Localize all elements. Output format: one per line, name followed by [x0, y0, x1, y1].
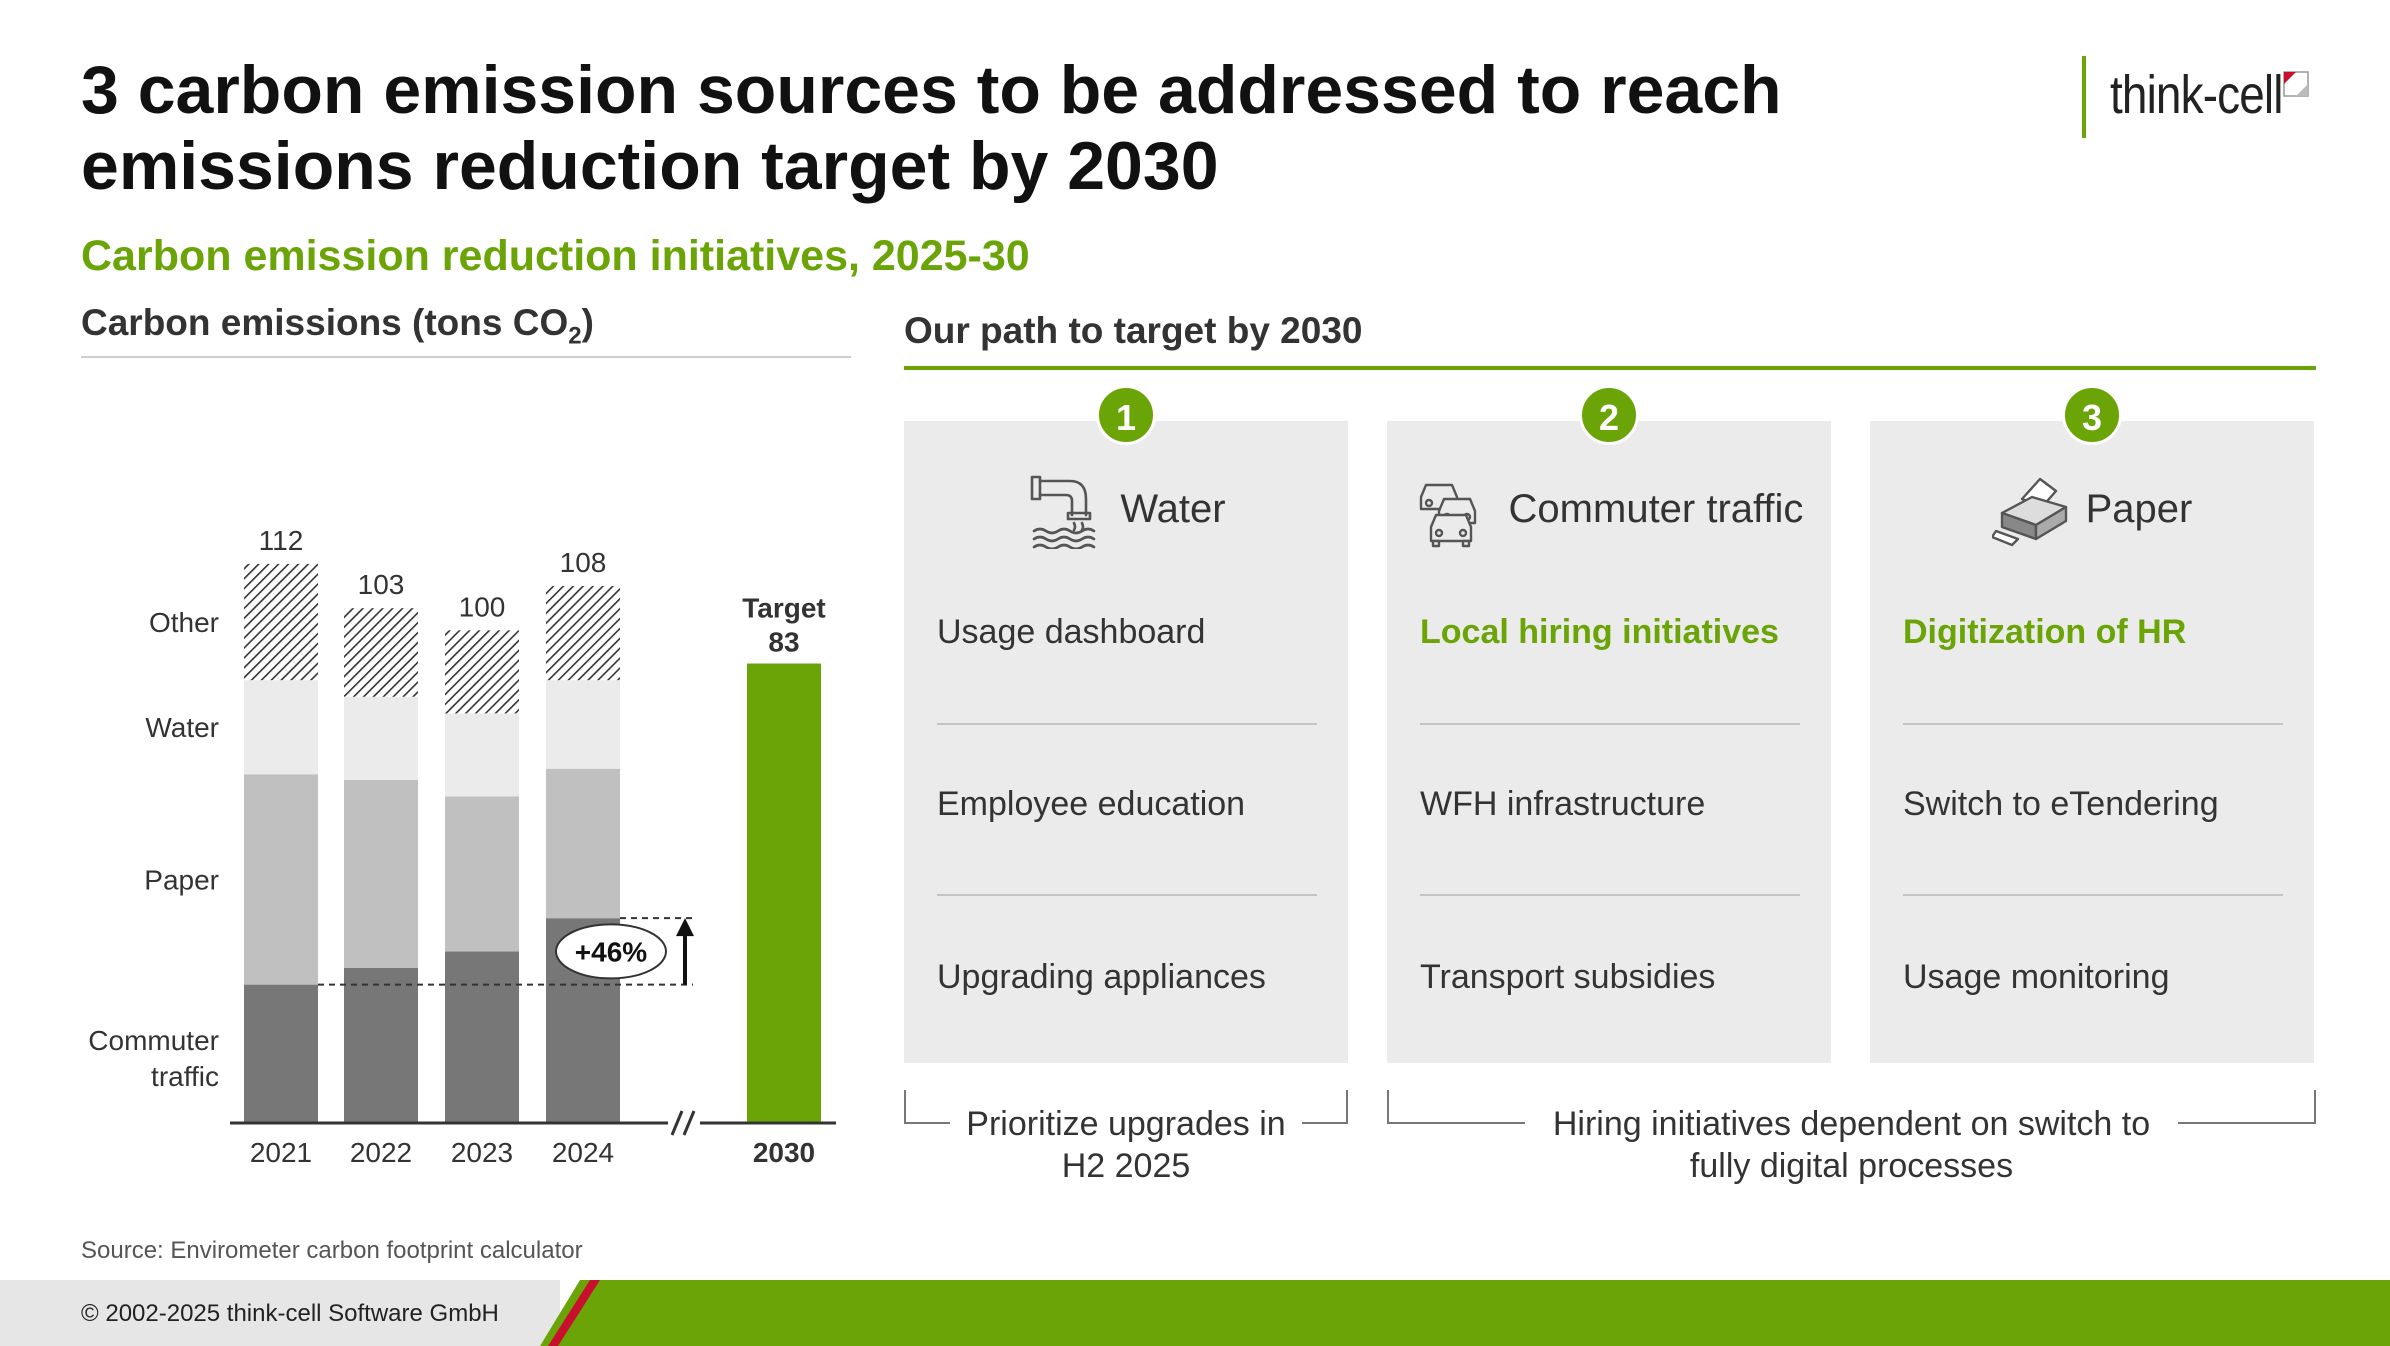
chart-heading-text: Carbon emissions (tons CO — [81, 302, 569, 343]
card-item-separator — [1903, 894, 2283, 896]
slide-title: 3 carbon emission sources to be addresse… — [81, 52, 1782, 204]
x-tick-label: 2030 — [753, 1137, 815, 1168]
bar-segment-other — [546, 586, 620, 681]
bar-segment-water — [244, 680, 318, 775]
x-tick-label: 2021 — [250, 1137, 312, 1168]
annotation-bubble — [555, 923, 667, 980]
card-title: Paper — [2085, 486, 2193, 531]
bar-segment-paper — [344, 779, 418, 968]
card-item: Digitization of HR — [1903, 613, 2187, 651]
logo-bar — [2082, 56, 2086, 138]
card-header: Commuter traffic — [1387, 469, 1831, 549]
card-header: Paper — [1870, 469, 2314, 549]
path-heading: Our path to target by 2030 — [904, 310, 1363, 351]
bracket-water-label: Prioritize upgrades in H2 2025 — [950, 1103, 1302, 1187]
logo-mark-icon — [2283, 71, 2309, 97]
card-number-badge: 3 — [2062, 385, 2122, 445]
bracket-water-line1: Prioritize upgrades in — [966, 1105, 1286, 1143]
x-tick-label: 2022 — [350, 1137, 412, 1168]
bar-segment-water — [344, 696, 418, 780]
footer-copyright: © 2002-2025 think-cell Software GmbH — [81, 1300, 499, 1327]
footer-gray-band — [0, 1280, 560, 1346]
target-bar — [747, 663, 821, 1123]
card-paper: 3 Paper Digitization of HR Switch to eTende… — [1870, 385, 2314, 1063]
bar-total-label: 103 — [358, 569, 405, 600]
axis-break-mark — [670, 1110, 684, 1136]
slide-subtitle: Carbon emission reduction initiatives, 2… — [81, 232, 1030, 280]
bracket-traffic-paper-label: Hiring initiatives dependent on switch t… — [1525, 1103, 2178, 1187]
cars-icon — [1419, 483, 1476, 548]
chart-heading-end: ) — [581, 302, 594, 343]
annotation-arrow-head — [676, 918, 694, 937]
chart-heading-subscript: 2 — [568, 322, 582, 350]
bar-total-label: 108 — [560, 547, 607, 578]
card-item-separator — [1420, 723, 1800, 725]
series-label: Water — [145, 712, 219, 743]
path-heading-rule — [904, 366, 2316, 370]
card-water: 1 Water Usage dashboard Employee education U… — [904, 385, 1348, 1063]
bar-segment-other — [244, 563, 318, 681]
card-header: Water — [904, 469, 1348, 549]
logo-text: think-cell — [2110, 65, 2283, 125]
bar-segment-commuter-traffic — [244, 984, 318, 1123]
x-tick-label: 2024 — [552, 1137, 614, 1168]
target-label: Target — [742, 593, 826, 624]
water-pipe-icon — [1031, 475, 1096, 549]
card-item-separator — [937, 894, 1317, 896]
chart-heading: Carbon emissions (tons CO2) — [81, 302, 594, 350]
card-item-separator — [937, 723, 1317, 725]
card-number-badge: 1 — [1096, 385, 1156, 445]
bracket-traffic-paper-line2: fully digital processes — [1689, 1147, 2014, 1185]
series-label: Commuter — [88, 1025, 219, 1056]
series-label: Other — [149, 607, 219, 638]
card-item: Employee education — [937, 785, 1246, 823]
printer-icon — [1991, 477, 2067, 547]
card-item: Upgrading appliances — [937, 958, 1266, 996]
series-label: Paper — [144, 864, 219, 895]
bar-segment-commuter-traffic — [344, 968, 418, 1123]
source-note: Source: Envirometer carbon footprint cal… — [81, 1237, 583, 1264]
footer: © 2002-2025 think-cell Software GmbH — [0, 1280, 2390, 1346]
card-commuter-traffic: 2 Commuter traffic Local hiring initiative… — [1387, 385, 1831, 1063]
card-item-separator — [1420, 894, 1800, 896]
x-tick-label: 2023 — [451, 1137, 513, 1168]
think-cell-logo: think-cell — [2082, 56, 2322, 138]
card-number-badge: 2 — [1579, 385, 1639, 445]
chart-heading-rule — [81, 356, 851, 358]
bar-segment-paper — [244, 774, 318, 985]
footer-green-band — [600, 1280, 2390, 1346]
bar-segment-other — [445, 630, 519, 714]
card-item: Transport subsidies — [1420, 958, 1716, 996]
bracket-water-line2: H2 2025 — [1061, 1147, 1191, 1185]
card-item: WFH infrastructure — [1420, 785, 1706, 823]
card-item: Switch to eTendering — [1903, 785, 2219, 823]
bar-segment-other — [344, 608, 418, 697]
bar-total-label: 112 — [259, 525, 304, 556]
card-title: Commuter traffic — [1508, 486, 1804, 531]
bar-segment-water — [445, 713, 519, 797]
axis-break-mark — [682, 1110, 696, 1136]
card-item: Usage monitoring — [1903, 958, 2170, 996]
bracket-traffic-paper-line1: Hiring initiatives dependent on switch t… — [1552, 1105, 2151, 1143]
annotation-label: +46% — [575, 936, 647, 967]
bar-segment-commuter-traffic — [546, 918, 620, 1123]
bar-segment-water — [546, 680, 620, 769]
bar-segment-paper — [445, 796, 519, 952]
target-value-label: 83 — [768, 627, 799, 658]
bar-segment-paper — [546, 768, 620, 919]
card-item-separator — [1903, 723, 2283, 725]
card-item: Usage dashboard — [937, 613, 1206, 651]
bar-segment-commuter-traffic — [445, 951, 519, 1123]
card-item: Local hiring initiatives — [1420, 613, 1779, 651]
bar-total-label: 100 — [459, 591, 506, 622]
card-title: Water — [1120, 486, 1226, 531]
series-label: traffic — [151, 1061, 219, 1092]
